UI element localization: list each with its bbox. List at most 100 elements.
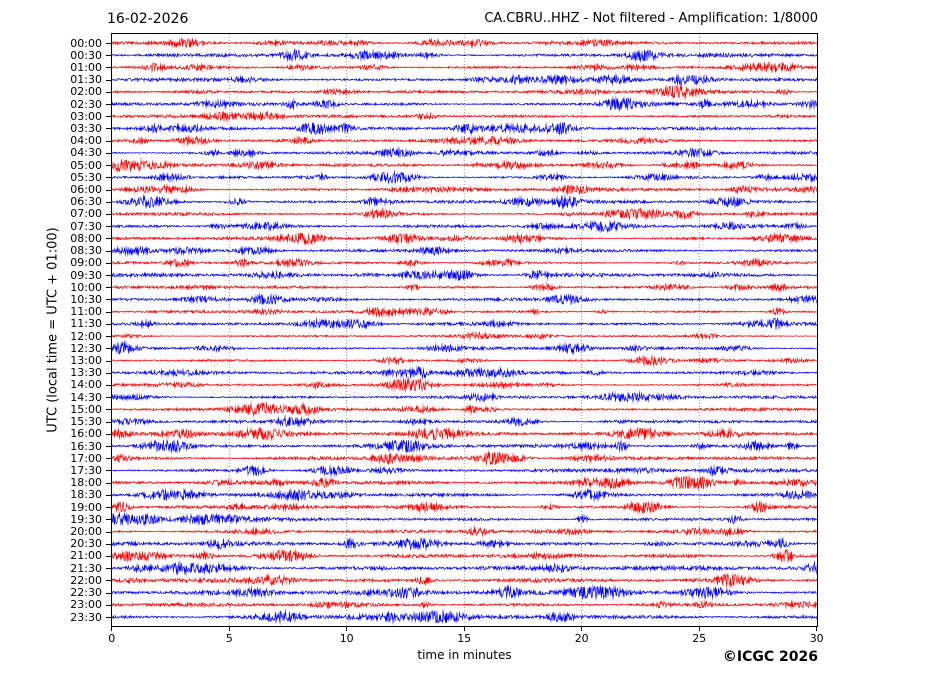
y-tick-mark — [106, 140, 112, 142]
y-tick-mark — [106, 67, 112, 69]
y-tick-mark — [106, 189, 112, 191]
y-tick-label: 04:00 — [70, 134, 102, 148]
station-title: CA.CBRU..HHZ - Not filtered - Amplificat… — [484, 11, 818, 26]
x-tick-label: 25 — [692, 632, 707, 645]
y-tick-label: 01:30 — [70, 73, 102, 87]
y-tick-label: 08:30 — [70, 244, 102, 258]
y-tick-mark — [106, 617, 112, 618]
y-tick-mark — [106, 470, 112, 472]
date-title: 16-02-2026 — [107, 11, 189, 27]
x-tick-label: 0 — [108, 632, 116, 645]
y-tick-mark — [106, 482, 112, 484]
x-tick-label: 20 — [574, 632, 589, 645]
copyright-credit: ©ICGC 2026 — [722, 649, 818, 665]
y-tick-label: 19:00 — [70, 500, 102, 514]
y-tick-mark — [106, 372, 112, 374]
y-tick-label: 11:00 — [70, 305, 102, 319]
y-tick-label: 09:00 — [70, 256, 102, 270]
x-tick-mark — [111, 627, 113, 631]
y-tick-mark — [106, 262, 112, 264]
y-tick-mark — [106, 494, 112, 496]
y-tick-mark — [106, 311, 112, 313]
y-tick-label: 10:00 — [70, 280, 102, 294]
y-tick-mark — [106, 433, 112, 435]
y-tick-mark — [106, 348, 112, 350]
y-tick-mark — [106, 384, 112, 386]
x-tick-label: 10 — [339, 632, 354, 645]
y-tick-mark — [106, 555, 112, 557]
y-tick-label: 11:30 — [70, 317, 102, 331]
y-tick-label: 00:00 — [70, 36, 102, 50]
y-tick-label: 05:30 — [70, 170, 102, 184]
y-tick-label: 02:00 — [70, 85, 102, 99]
y-tick-label: 19:30 — [70, 512, 102, 526]
y-tick-label: 16:30 — [70, 439, 102, 453]
y-tick-label: 20:30 — [70, 537, 102, 551]
y-tick-label: 20:00 — [70, 525, 102, 538]
x-tick-label: 30 — [809, 632, 824, 645]
y-tick-label: 14:00 — [70, 378, 102, 392]
y-tick-mark — [106, 397, 112, 399]
y-tick-label: 22:00 — [70, 573, 102, 587]
y-tick-label: 18:30 — [70, 488, 102, 502]
y-tick-label: 03:30 — [70, 121, 102, 135]
y-tick-mark — [106, 201, 112, 203]
y-tick-mark — [106, 507, 112, 509]
y-tick-mark — [106, 568, 112, 570]
y-tick-mark — [106, 409, 112, 411]
y-tick-mark — [106, 177, 112, 179]
y-tick-label: 08:00 — [70, 231, 102, 245]
y-tick-label: 03:00 — [70, 109, 102, 123]
y-tick-mark — [106, 55, 112, 57]
y-tick-mark — [106, 323, 112, 325]
y-tick-label: 12:00 — [70, 329, 102, 343]
y-tick-mark — [106, 165, 112, 167]
y-tick-label: 17:00 — [70, 451, 102, 465]
y-tick-label: 13:00 — [70, 354, 102, 368]
y-tick-mark — [106, 299, 112, 301]
y-tick-mark — [106, 421, 112, 423]
y-tick-mark — [106, 287, 112, 289]
y-tick-mark — [106, 336, 112, 338]
y-tick-mark — [106, 519, 112, 521]
y-tick-mark — [106, 152, 112, 154]
y-tick-label: 04:30 — [70, 146, 102, 160]
y-tick-label: 16:00 — [70, 427, 102, 441]
y-tick-label: 07:00 — [70, 207, 102, 221]
y-tick-label: 06:30 — [70, 195, 102, 209]
y-tick-label: 23:00 — [70, 598, 102, 612]
y-tick-mark — [106, 250, 112, 252]
y-tick-mark — [106, 128, 112, 130]
y-tick-label: 10:30 — [70, 292, 102, 306]
y-tick-label: 12:30 — [70, 341, 102, 355]
x-tick-mark — [816, 627, 818, 631]
x-tick-mark — [698, 627, 700, 631]
y-tick-mark — [106, 531, 112, 533]
y-tick-label: 02:30 — [70, 97, 102, 111]
y-tick-label: 01:00 — [70, 60, 102, 74]
x-tick-mark — [346, 627, 348, 631]
y-tick-mark — [106, 580, 112, 582]
y-tick-mark — [106, 592, 112, 594]
y-tick-mark — [106, 43, 112, 44]
y-tick-label: 13:30 — [70, 366, 102, 380]
y-tick-label: 21:30 — [70, 561, 102, 575]
y-tick-mark — [106, 116, 112, 118]
y-tick-label: 00:30 — [70, 48, 102, 62]
x-tick-mark — [463, 627, 465, 631]
x-tick-mark — [228, 627, 230, 631]
y-axis-label: UTC (local time = UTC + 01:00) — [45, 227, 61, 433]
y-tick-mark — [106, 458, 112, 460]
x-tick-mark — [581, 627, 583, 631]
y-tick-mark — [106, 91, 112, 93]
y-tick-label: 17:30 — [70, 463, 102, 477]
y-tick-label: 18:00 — [70, 476, 102, 490]
y-tick-mark — [106, 213, 112, 215]
y-tick-mark — [106, 104, 112, 106]
y-tick-mark — [106, 79, 112, 81]
y-tick-mark — [106, 275, 112, 277]
y-tick-label: 21:00 — [70, 549, 102, 563]
y-tick-mark — [106, 446, 112, 448]
x-tick-label: 5 — [225, 632, 233, 645]
